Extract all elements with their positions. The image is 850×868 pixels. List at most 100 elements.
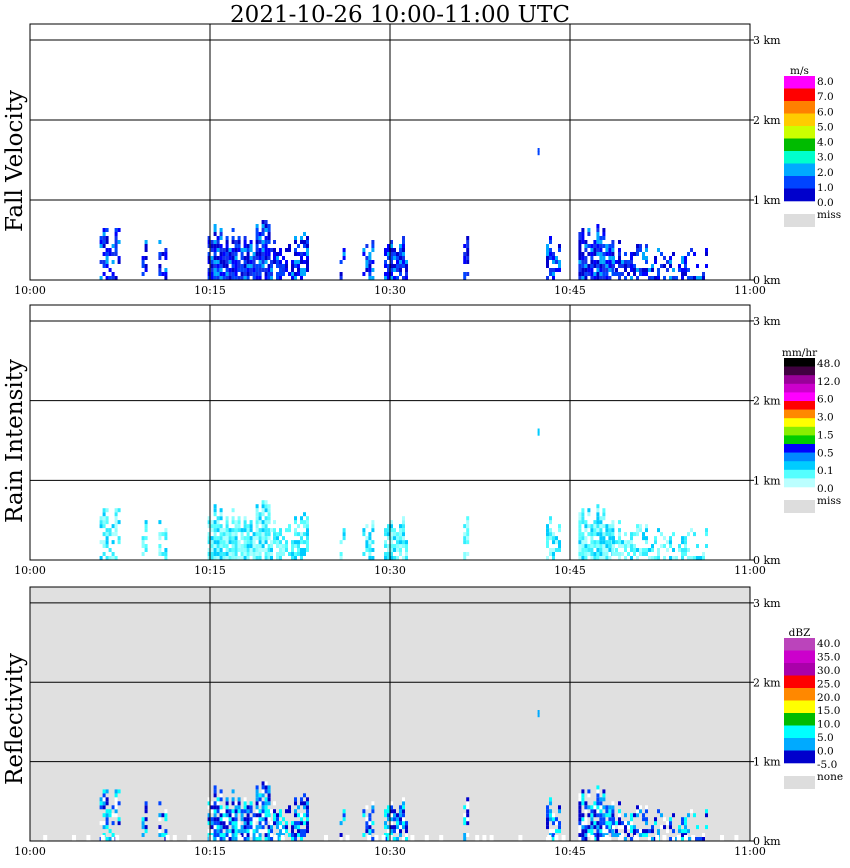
echo-pixel — [273, 536, 276, 541]
echo-pixel — [339, 552, 343, 556]
colorbar-swatch — [784, 383, 815, 393]
echo-pixel — [294, 809, 297, 814]
echo-pixel — [581, 532, 585, 537]
echo-pixel — [219, 260, 223, 264]
echo-pixel — [699, 837, 702, 841]
echo-pixel — [291, 829, 294, 834]
echo-pixel — [111, 837, 115, 841]
echo-pixel — [596, 240, 600, 244]
echo-pixel — [690, 809, 693, 814]
echo-pixel — [225, 516, 229, 521]
echo-pixel — [243, 248, 247, 252]
echo-pixel — [621, 540, 624, 545]
echo-pixel — [261, 504, 265, 509]
echo-pixel — [405, 833, 408, 837]
echo-pixel — [578, 805, 582, 810]
echo-pixel — [225, 556, 229, 560]
echo-pixel — [604, 835, 609, 841]
echo-pixel — [584, 801, 588, 806]
echo-pixel — [267, 813, 271, 818]
echo-pixel — [630, 540, 633, 545]
echo-pixel — [645, 260, 648, 264]
x-tick-label: 10:45 — [554, 564, 586, 577]
echo-pixel — [681, 833, 684, 837]
echo-pixel — [237, 520, 241, 525]
echo-pixel — [390, 260, 393, 264]
echo-pixel — [279, 552, 282, 556]
echo-pixel — [466, 797, 470, 802]
echo-pixel — [43, 835, 48, 841]
echo-pixel — [546, 536, 549, 541]
echo-pixel — [463, 256, 467, 260]
echo-pixel — [111, 833, 115, 837]
echo-pixel — [237, 835, 242, 841]
echo-pixel — [210, 244, 214, 248]
echo-pixel — [243, 833, 247, 837]
y-tick-label: 0 km — [753, 274, 781, 287]
echo-pixel — [602, 837, 606, 841]
echo-pixel — [246, 544, 250, 548]
echo-pixel — [639, 829, 642, 834]
echo-pixel — [276, 556, 279, 560]
echo-pixel — [213, 256, 217, 260]
echo-pixel — [371, 524, 375, 529]
x-tick-label: 10:15 — [194, 845, 226, 858]
echo-pixel — [291, 260, 294, 264]
echo-pixel — [615, 540, 618, 545]
echo-pixel — [234, 821, 238, 826]
echo-pixel — [578, 264, 582, 268]
echo-pixel — [405, 821, 408, 826]
echo-pixel — [234, 548, 238, 552]
echo-pixel — [282, 536, 285, 541]
echo-pixel — [584, 548, 588, 552]
echo-pixel — [587, 548, 591, 552]
echo-pixel — [590, 248, 594, 252]
echo-pixel — [255, 524, 259, 529]
echo-pixel — [611, 532, 615, 537]
echo-pixel — [297, 825, 300, 830]
echo-pixel — [105, 837, 109, 841]
echo-pixel — [599, 813, 603, 818]
echo-pixel — [666, 548, 669, 552]
echo-pixel — [219, 248, 223, 252]
panel-2: 10:00 10:15 10:30 10:45 11:000 km1 km2 km3 k… — [14, 304, 841, 577]
echo-pixel — [213, 528, 217, 533]
echo-pixel — [222, 825, 226, 830]
echo-pixel — [258, 252, 262, 256]
echo-pixel — [384, 260, 387, 264]
colorbar-label: 3.0 — [817, 412, 834, 424]
echo-pixel — [114, 232, 118, 236]
echo-pixel — [590, 260, 594, 264]
echo-pixel — [219, 528, 223, 533]
echo-pixel — [291, 264, 294, 268]
echo-pixel — [300, 268, 303, 272]
echo-pixel — [605, 540, 609, 545]
echo-pixel — [222, 809, 226, 814]
echo-pixel — [555, 548, 558, 552]
echo-pixel — [549, 548, 552, 552]
echo-pixel — [618, 813, 621, 818]
echo-pixel — [258, 837, 262, 841]
echo-pixel — [243, 244, 247, 248]
colorbar-missing-swatch — [784, 214, 815, 227]
echo-pixel — [225, 536, 229, 541]
echo-pixel — [399, 540, 402, 545]
echo-pixel — [288, 805, 291, 810]
echo-pixel — [234, 536, 238, 541]
echo-pixel — [270, 821, 273, 826]
echo-pixel — [252, 817, 256, 822]
colorbar-swatch — [784, 750, 815, 764]
echo-pixel — [261, 240, 265, 244]
echo-pixel — [258, 821, 262, 826]
echo-pixel — [587, 532, 591, 537]
echo-pixel — [240, 825, 244, 830]
echo-pixel — [225, 817, 229, 822]
echo-pixel — [231, 552, 235, 556]
echo-pixel — [399, 552, 402, 556]
echo-pixel — [246, 276, 250, 280]
echo-pixel — [105, 825, 109, 830]
echo-pixel — [630, 276, 633, 280]
echo-pixel — [402, 248, 405, 252]
echo-pixel — [663, 536, 666, 541]
x-tick-label: 10:30 — [374, 564, 406, 577]
